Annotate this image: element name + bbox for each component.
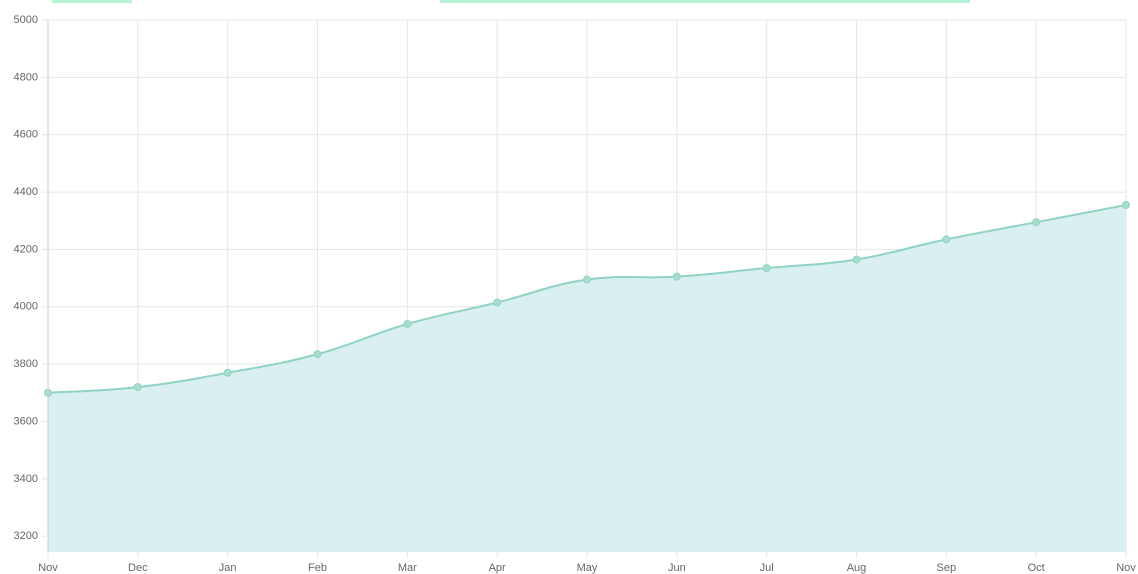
y-tick-label: 4800 [14, 71, 38, 83]
y-tick-label: 4600 [14, 129, 38, 141]
point [852, 255, 861, 264]
point [583, 275, 591, 284]
point [762, 264, 771, 273]
legend-swatch [440, 0, 970, 3]
legend-swatch [52, 0, 132, 3]
x-tick-label: Jul [760, 562, 774, 574]
point [493, 298, 502, 307]
x-tick-label: Jan [219, 562, 237, 574]
point [313, 350, 322, 359]
x-tick-label: Dec [128, 562, 148, 574]
y-tick-label: 4400 [14, 186, 38, 198]
x-tick-label: Nov [1116, 562, 1136, 574]
x-tick-label: Feb [308, 562, 327, 574]
x-tick-label: Mar [398, 562, 417, 574]
point [223, 368, 232, 377]
point [1122, 200, 1130, 209]
point [403, 320, 412, 328]
x-tick-label: Sep [937, 562, 957, 574]
area-fill [48, 204, 1126, 552]
x-tick-label: Aug [847, 562, 867, 574]
y-tick-label: 4200 [14, 243, 38, 255]
x-tick-label: May [577, 562, 598, 574]
point [672, 272, 681, 281]
point [942, 235, 951, 244]
point [1032, 218, 1041, 227]
y-tick-label: 3400 [14, 473, 38, 485]
y-tick-label: 5000 [14, 14, 38, 26]
y-tick-label: 3200 [14, 530, 38, 542]
y-tick-label: 3600 [14, 415, 38, 427]
x-tick-label: Oct [1028, 562, 1045, 574]
point [133, 383, 142, 392]
x-tick-label: Nov [38, 562, 58, 574]
x-tick-label: Jun [668, 562, 686, 574]
y-tick-label: 4000 [14, 301, 38, 313]
x-tick-label: Apr [489, 562, 506, 574]
y-tick-label: 3800 [14, 358, 38, 370]
